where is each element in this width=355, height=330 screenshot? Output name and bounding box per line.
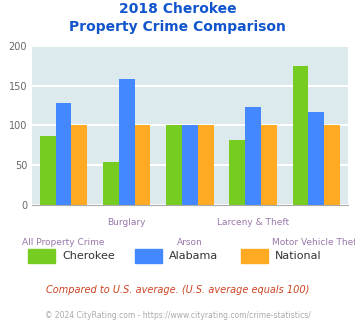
Text: Larceny & Theft: Larceny & Theft: [217, 218, 289, 227]
Bar: [293, 66, 308, 205]
Bar: [56, 103, 71, 205]
Text: Arson: Arson: [177, 238, 203, 247]
Text: Burglary: Burglary: [108, 218, 146, 227]
Bar: [135, 125, 151, 205]
Bar: [245, 107, 261, 205]
Bar: [71, 125, 87, 205]
Bar: [103, 162, 119, 205]
Text: © 2024 CityRating.com - https://www.cityrating.com/crime-statistics/: © 2024 CityRating.com - https://www.city…: [45, 311, 310, 320]
Bar: [166, 125, 182, 205]
Bar: [261, 125, 277, 205]
Bar: [229, 140, 245, 205]
Text: Cherokee: Cherokee: [62, 251, 115, 261]
Bar: [40, 136, 56, 205]
Text: Alabama: Alabama: [169, 251, 218, 261]
Text: National: National: [275, 251, 322, 261]
Bar: [308, 112, 324, 205]
Bar: [198, 125, 214, 205]
Bar: [324, 125, 340, 205]
Bar: [182, 125, 198, 205]
Text: Property Crime Comparison: Property Crime Comparison: [69, 20, 286, 34]
Text: 2018 Cherokee: 2018 Cherokee: [119, 2, 236, 16]
Text: Compared to U.S. average. (U.S. average equals 100): Compared to U.S. average. (U.S. average …: [46, 285, 309, 295]
Bar: [119, 80, 135, 205]
Text: All Property Crime: All Property Crime: [22, 238, 105, 247]
Text: Motor Vehicle Theft: Motor Vehicle Theft: [272, 238, 355, 247]
